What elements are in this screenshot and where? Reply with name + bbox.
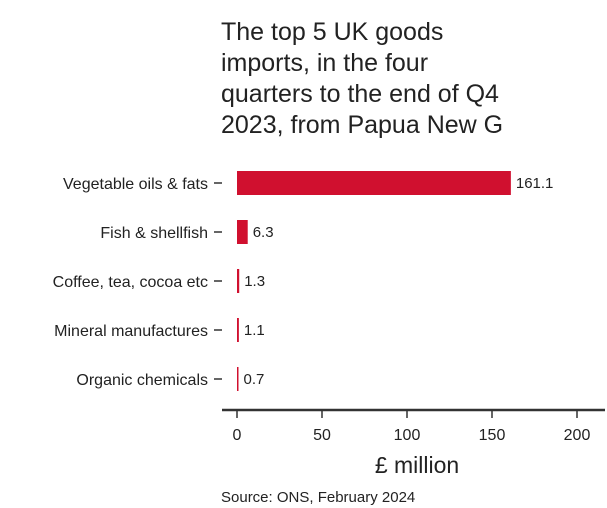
bar-1 bbox=[237, 220, 248, 244]
x-tick-label-4: 200 bbox=[564, 427, 591, 444]
bar-4 bbox=[237, 367, 239, 391]
chart-title-line-4: 2023, from Papua New G bbox=[221, 111, 503, 139]
bar-value-label-4: 0.7 bbox=[244, 371, 265, 388]
bar-value-label-0: 161.1 bbox=[516, 175, 554, 192]
chart-title-line-1: The top 5 UK goods bbox=[221, 18, 443, 46]
bars: 161.1 6.3 1.3 1.1 0.7 bbox=[237, 171, 553, 391]
chart-title-line-3: quarters to the end of Q4 bbox=[221, 80, 499, 108]
x-axis-title: £ million bbox=[375, 452, 459, 478]
x-axis: 0 50 100 150 200 bbox=[222, 408, 605, 444]
x-tick-label-2: 100 bbox=[394, 427, 421, 444]
chart-title: The top 5 UK goods imports, in the four … bbox=[221, 18, 503, 139]
bar-value-label-3: 1.1 bbox=[244, 322, 265, 339]
x-tick-label-0: 0 bbox=[233, 427, 242, 444]
bar-3 bbox=[237, 318, 239, 342]
category-label-2: Coffee, tea, cocoa etc bbox=[53, 274, 208, 291]
category-label-3: Mineral manufactures bbox=[54, 323, 208, 340]
category-label-4: Organic chemicals bbox=[76, 372, 208, 389]
source-note: Source: ONS, February 2024 bbox=[221, 489, 415, 506]
bar-0 bbox=[237, 171, 511, 195]
bar-value-label-1: 6.3 bbox=[253, 224, 274, 241]
x-tick-label-1: 50 bbox=[313, 427, 331, 444]
bar-2 bbox=[237, 269, 240, 293]
category-label-1: Fish & shellfish bbox=[100, 225, 208, 242]
y-axis: Vegetable oils & fats Fish & shellfish Cof… bbox=[53, 176, 222, 389]
x-tick-label-3: 150 bbox=[479, 427, 506, 444]
category-label-0: Vegetable oils & fats bbox=[63, 176, 208, 193]
bar-value-label-2: 1.3 bbox=[244, 273, 265, 290]
chart-title-line-2: imports, in the four bbox=[221, 49, 428, 77]
